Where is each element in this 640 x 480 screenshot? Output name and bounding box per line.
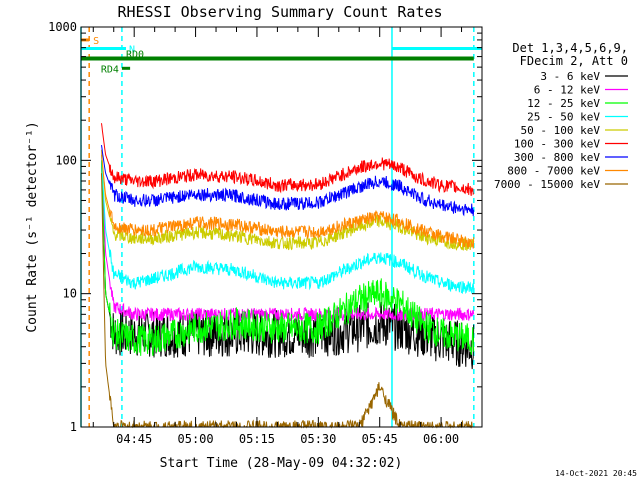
- legend: Det 1,3,4,5,6,9, FDecim 2, Att 0 3 - 6 k…: [494, 41, 628, 191]
- legend-label-3: 25 - 50 keV: [527, 111, 600, 124]
- series-line-6: [101, 145, 475, 217]
- plot-frame: [80, 26, 483, 428]
- annotation-label-0: S: [93, 36, 99, 47]
- annotation-label-3: RD4: [101, 64, 119, 75]
- annotation-label-2: RD0: [126, 50, 144, 61]
- y-axis: 1 10 100 1000: [48, 20, 482, 434]
- legend-label-5: 100 - 300 keV: [514, 138, 600, 151]
- x-tick-label-4: 05:45: [362, 432, 398, 446]
- legend-header-line-1: Det 1,3,4,5,6,9,: [512, 41, 628, 55]
- series-line-7: [101, 154, 475, 249]
- legend-label-7: 800 - 7000 keV: [507, 165, 600, 178]
- legend-label-2: 12 - 25 keV: [527, 97, 600, 110]
- y-tick-label-3: 1000: [48, 20, 77, 34]
- legend-label-6: 300 - 800 keV: [514, 151, 600, 164]
- footer-timestamp: 14-Oct-2021 20:45: [555, 469, 637, 478]
- chart-title: RHESSI Observing Summary Count Rates: [117, 3, 442, 21]
- x-tick-label-1: 05:00: [178, 432, 214, 446]
- x-tick-label-0: 04:45: [116, 432, 152, 446]
- series-line-8: [101, 173, 474, 429]
- annotation-label-1: N: [129, 44, 135, 55]
- legend-label-8: 7000 - 15000 keV: [494, 178, 600, 191]
- y-axis-label: Count Rate (s⁻¹ detector⁻¹): [25, 121, 40, 332]
- series-line-2: [101, 160, 475, 356]
- series-line-4: [101, 149, 475, 251]
- x-tick-label-5: 06:00: [423, 432, 459, 446]
- y-tick-label-2: 100: [55, 153, 77, 167]
- legend-label-1: 6 - 12 keV: [534, 84, 601, 97]
- legend-label-0: 3 - 6 keV: [540, 70, 600, 83]
- y-tick-label-1: 10: [63, 287, 77, 301]
- x-axis-label: Start Time (28-May-09 04:32:02): [160, 456, 403, 471]
- x-axis: 04:45 05:00 05:15 05:30 05:45 06:00: [92, 27, 483, 446]
- x-tick-label-3: 05:30: [300, 432, 336, 446]
- legend-label-4: 50 - 100 keV: [521, 124, 601, 137]
- y-tick-label-0: 1: [70, 420, 77, 434]
- legend-header-line-2: FDecim 2, Att 0: [520, 54, 628, 68]
- series-line-3: [101, 154, 475, 295]
- series-line-5: [101, 123, 475, 196]
- x-tick-label-2: 05:15: [239, 432, 275, 446]
